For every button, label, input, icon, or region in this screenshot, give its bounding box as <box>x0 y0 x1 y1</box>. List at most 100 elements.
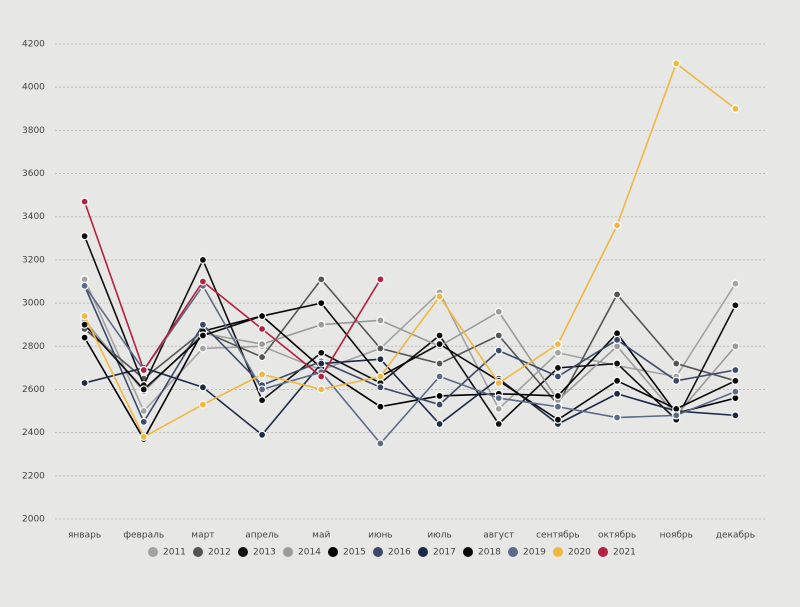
data-point <box>731 342 740 351</box>
legend-marker <box>328 547 338 557</box>
data-point <box>494 331 503 340</box>
data-point <box>612 389 622 398</box>
legend-marker <box>193 547 203 557</box>
y-tick-label: 2200 <box>22 471 45 481</box>
legend-label: 2016 <box>388 548 411 558</box>
data-point <box>376 439 385 448</box>
data-point <box>553 415 563 424</box>
x-tick-label: июль <box>427 531 451 541</box>
x-tick-label: март <box>191 531 214 541</box>
data-point <box>376 316 385 325</box>
series-line <box>83 201 382 378</box>
data-point <box>435 331 444 340</box>
data-point <box>494 393 503 403</box>
data-point <box>80 333 89 342</box>
data-point <box>435 340 444 349</box>
data-point <box>731 301 740 310</box>
legend-marker <box>238 547 248 557</box>
legend-marker <box>373 547 383 557</box>
legend-marker <box>148 547 158 557</box>
legend-label: 2019 <box>523 548 546 558</box>
y-tick-label: 3800 <box>22 126 45 136</box>
y-tick-label: 4200 <box>22 40 45 50</box>
data-point <box>435 419 444 429</box>
series-line <box>83 285 736 424</box>
legend-label: 2021 <box>613 548 636 558</box>
series-line <box>83 279 737 413</box>
data-point <box>198 320 208 329</box>
data-point <box>612 376 622 385</box>
legend-label: 2017 <box>433 548 456 558</box>
x-tick-label: май <box>312 531 330 541</box>
legend-marker <box>283 547 293 557</box>
legend-label: 2020 <box>568 548 591 558</box>
data-point <box>257 311 267 321</box>
data-point <box>435 391 444 401</box>
data-point <box>435 372 444 381</box>
data-point <box>198 255 208 265</box>
data-point <box>257 430 267 439</box>
data-point <box>494 419 503 429</box>
data-point <box>612 221 622 230</box>
y-tick-label: 3000 <box>22 299 45 309</box>
data-point <box>317 372 326 381</box>
y-tick-label: 2400 <box>22 428 45 438</box>
data-point <box>612 290 622 299</box>
data-point <box>257 385 267 394</box>
legend-marker <box>508 547 518 557</box>
data-point <box>317 348 326 357</box>
data-point <box>198 331 208 340</box>
legend-label: 2012 <box>208 548 231 558</box>
data-point <box>672 376 681 385</box>
data-point <box>494 404 503 413</box>
data-point <box>672 59 681 68</box>
series-line <box>84 278 736 406</box>
data-point <box>612 413 622 422</box>
y-tick-label: 4000 <box>22 83 45 93</box>
data-point <box>553 363 563 372</box>
data-point <box>731 376 740 385</box>
data-point <box>672 411 681 420</box>
data-point <box>435 400 444 409</box>
series-line <box>83 302 736 421</box>
x-tick-label: сентябрь <box>536 531 580 541</box>
data-point <box>553 340 563 349</box>
data-point <box>731 365 740 375</box>
data-point <box>612 359 622 368</box>
series-line <box>83 310 737 417</box>
data-point <box>376 275 385 284</box>
data-point <box>80 197 89 206</box>
data-point <box>612 335 622 344</box>
y-tick-label: 3600 <box>22 169 45 179</box>
data-point <box>553 391 563 401</box>
data-point <box>80 311 89 321</box>
data-point <box>139 385 148 394</box>
legend-marker <box>553 547 563 557</box>
data-point <box>435 292 444 301</box>
data-point <box>257 340 267 349</box>
x-tick-label: октябрь <box>598 531 636 541</box>
series-line <box>84 358 736 436</box>
legend-marker <box>418 547 428 557</box>
data-point <box>731 279 740 288</box>
x-tick-label: ноябрь <box>660 531 693 541</box>
data-point <box>257 396 267 405</box>
data-point <box>553 348 563 357</box>
series-line <box>83 62 736 439</box>
data-point <box>139 365 148 375</box>
data-point <box>139 406 148 416</box>
y-tick-label: 2000 <box>22 515 45 525</box>
legend-label: 2014 <box>298 548 321 558</box>
x-tick-label: апрель <box>245 531 279 541</box>
legend-label: 2013 <box>253 548 276 558</box>
data-point <box>376 402 385 411</box>
data-point <box>494 378 503 388</box>
data-point <box>317 359 326 368</box>
data-point <box>376 355 385 364</box>
y-tick-label: 2600 <box>22 385 45 395</box>
data-point <box>376 383 385 392</box>
x-tick-label: январь <box>68 531 101 541</box>
x-tick-label: июнь <box>368 531 393 541</box>
data-point <box>257 324 267 334</box>
